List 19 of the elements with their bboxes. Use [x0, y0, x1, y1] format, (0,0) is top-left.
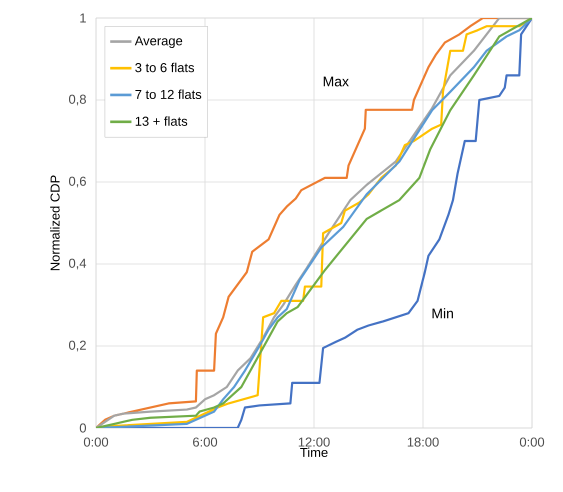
- y-tick-label: 0,8: [69, 94, 86, 106]
- y-axis-title: Normalized CDP: [50, 175, 60, 270]
- legend-label: Average: [134, 36, 182, 48]
- y-tick-label: 0,6: [69, 176, 86, 188]
- y-tick-label: 1: [80, 14, 86, 22]
- annotation: Min: [432, 308, 453, 318]
- x-tick-label: 18:00: [408, 437, 439, 447]
- x-tick-label: 0:00: [520, 437, 544, 447]
- x-axis-title: Time: [300, 448, 328, 458]
- legend-label: 7 to 12 flats: [135, 90, 202, 100]
- legend-label: 13 + flats: [136, 116, 188, 126]
- y-tick-label: 0,2: [69, 340, 86, 352]
- x-tick-label: 12:00: [298, 437, 330, 447]
- x-tick-label: 6:00: [193, 437, 218, 447]
- x-tick-label: 0:00: [84, 437, 108, 447]
- y-tick-label: 0,4: [69, 258, 86, 270]
- annotation: Max: [324, 76, 349, 86]
- y-tick-label: 0: [80, 423, 86, 433]
- legend-label: 3 to 6 flats: [135, 62, 194, 72]
